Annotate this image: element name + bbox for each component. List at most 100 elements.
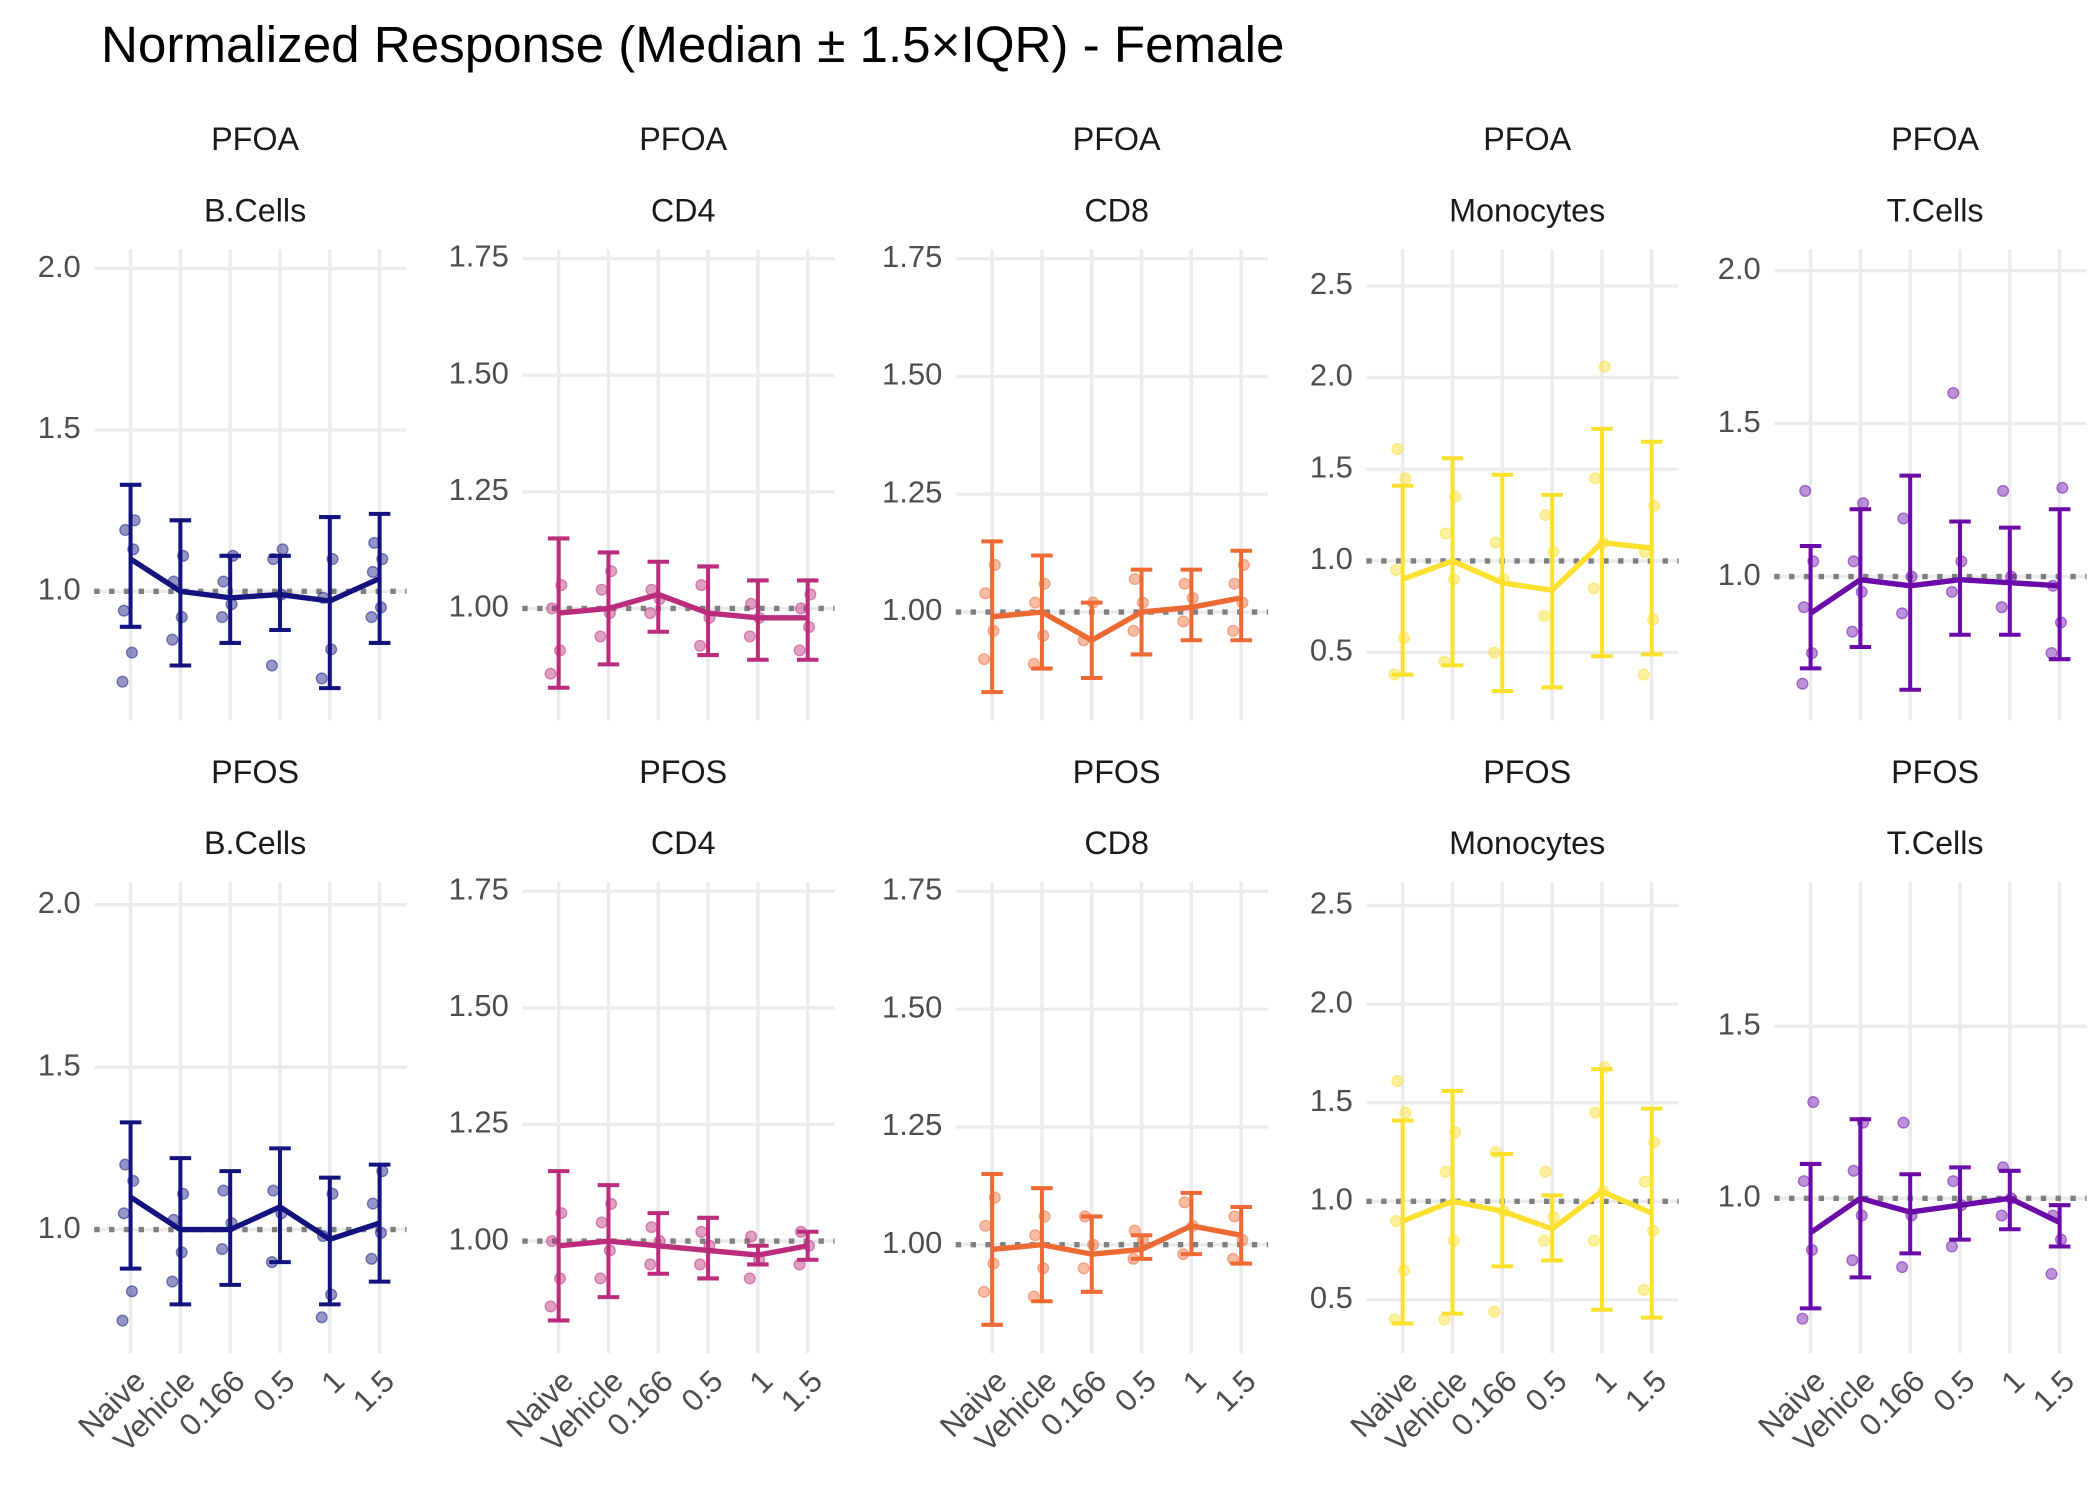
data-point (695, 1225, 708, 1238)
median-line (991, 595, 1242, 643)
error-bar (1230, 548, 1252, 643)
data-point (1797, 601, 1810, 614)
error-bar (119, 482, 142, 629)
y-tick-label: 1.5 (38, 1047, 81, 1082)
y-tick-label: 1.75 (449, 871, 509, 906)
data-point (1847, 555, 1860, 568)
facet-label: PFOA (1891, 121, 1979, 157)
data-point (1391, 443, 1404, 456)
data-point (1537, 609, 1551, 622)
data-point (1637, 668, 1650, 681)
y-tick-label: 2.0 (38, 249, 81, 284)
data-point (1847, 1164, 1860, 1177)
y-tick-label: 1.50 (449, 988, 509, 1023)
data-point (1488, 1305, 1501, 1318)
data-point (1945, 585, 1958, 598)
median-line (558, 1238, 809, 1258)
data-point (1128, 572, 1141, 586)
y-tick-label: 2.0 (1310, 984, 1353, 1019)
data-point (1029, 1229, 1042, 1242)
data-point (1178, 1196, 1191, 1209)
data-point (267, 1184, 280, 1197)
error-bar (796, 1229, 819, 1262)
y-tick-label: 1.00 (882, 592, 942, 627)
facet-label: PFOS (1891, 754, 1979, 790)
data-point (116, 675, 129, 688)
data-point (693, 1258, 707, 1271)
median-line (991, 1223, 1242, 1257)
data-point (1439, 527, 1452, 540)
data-point (977, 653, 991, 666)
data-point (125, 1285, 138, 1298)
data-point (1896, 1261, 1909, 1274)
data-point (545, 1235, 558, 1248)
data-point (1945, 1240, 1958, 1253)
error-bar (2048, 1203, 2071, 1249)
data-point (1947, 1175, 1960, 1188)
facet-label: CD8 (1084, 825, 1149, 861)
data-point (125, 646, 138, 659)
y-tick-label: 1.0 (38, 1210, 81, 1245)
y-tick-label: 1.50 (449, 355, 509, 390)
data-point (1077, 1262, 1090, 1275)
data-point (644, 607, 657, 620)
data-point (595, 583, 608, 596)
data-point (217, 1184, 230, 1197)
data-point (117, 1207, 130, 1220)
data-point (315, 672, 328, 685)
data-point (1228, 577, 1241, 590)
error-bar (547, 1169, 570, 1323)
data-point (1638, 1175, 1652, 1188)
facet-label: CD8 (1084, 192, 1149, 228)
data-point (1177, 615, 1190, 628)
data-point (1589, 472, 1602, 485)
facet-label: T.Cells (1887, 192, 1984, 228)
y-tick-label: 1.00 (449, 589, 509, 624)
y-tick-label: 1.5 (1718, 404, 1761, 439)
facet-label: B.Cells (204, 192, 306, 228)
error-bar (1640, 439, 1663, 657)
data-point (1391, 1074, 1404, 1088)
data-point (1438, 1313, 1451, 1326)
facet-label: PFOS (211, 754, 299, 790)
data-point (1947, 386, 1960, 400)
median-line (558, 591, 808, 621)
data-point (743, 1272, 756, 1285)
y-tick-label: 1.25 (449, 472, 509, 507)
data-point (793, 644, 806, 657)
data-point (1637, 1283, 1650, 1297)
facet-label: PFOA (1073, 121, 1161, 157)
data-point (1857, 497, 1870, 510)
data-point (1796, 677, 1809, 690)
data-point (366, 565, 379, 578)
data-point (1995, 1209, 2008, 1222)
median-line (1809, 576, 2060, 616)
data-point (1227, 624, 1240, 637)
facet-label: Monocytes (1449, 825, 1605, 861)
data-point (594, 630, 607, 643)
data-point (1399, 1106, 1412, 1119)
y-tick-label: 2.0 (1718, 251, 1761, 286)
data-point (365, 611, 378, 624)
data-point (1127, 624, 1140, 637)
y-tick-label: 1.5 (1310, 449, 1353, 484)
data-point (116, 1314, 129, 1327)
data-point (1995, 601, 2008, 614)
data-point (1539, 508, 1552, 522)
chart-title: Normalized Response (Median ± 1.5×IQR) -… (101, 16, 1284, 73)
data-point (1997, 484, 2010, 497)
data-point (1896, 607, 1909, 620)
error-bar (1799, 1161, 1822, 1311)
data-point (1389, 563, 1403, 577)
data-point (1439, 1165, 1452, 1178)
data-point (979, 1219, 992, 1232)
data-point (1489, 536, 1502, 549)
data-point (695, 579, 708, 592)
data-point (166, 1275, 179, 1288)
y-tick-label: 1.25 (882, 1107, 942, 1142)
facet-label: PFOA (1483, 121, 1571, 157)
data-point (1807, 1095, 1820, 1109)
data-point (544, 1300, 557, 1313)
